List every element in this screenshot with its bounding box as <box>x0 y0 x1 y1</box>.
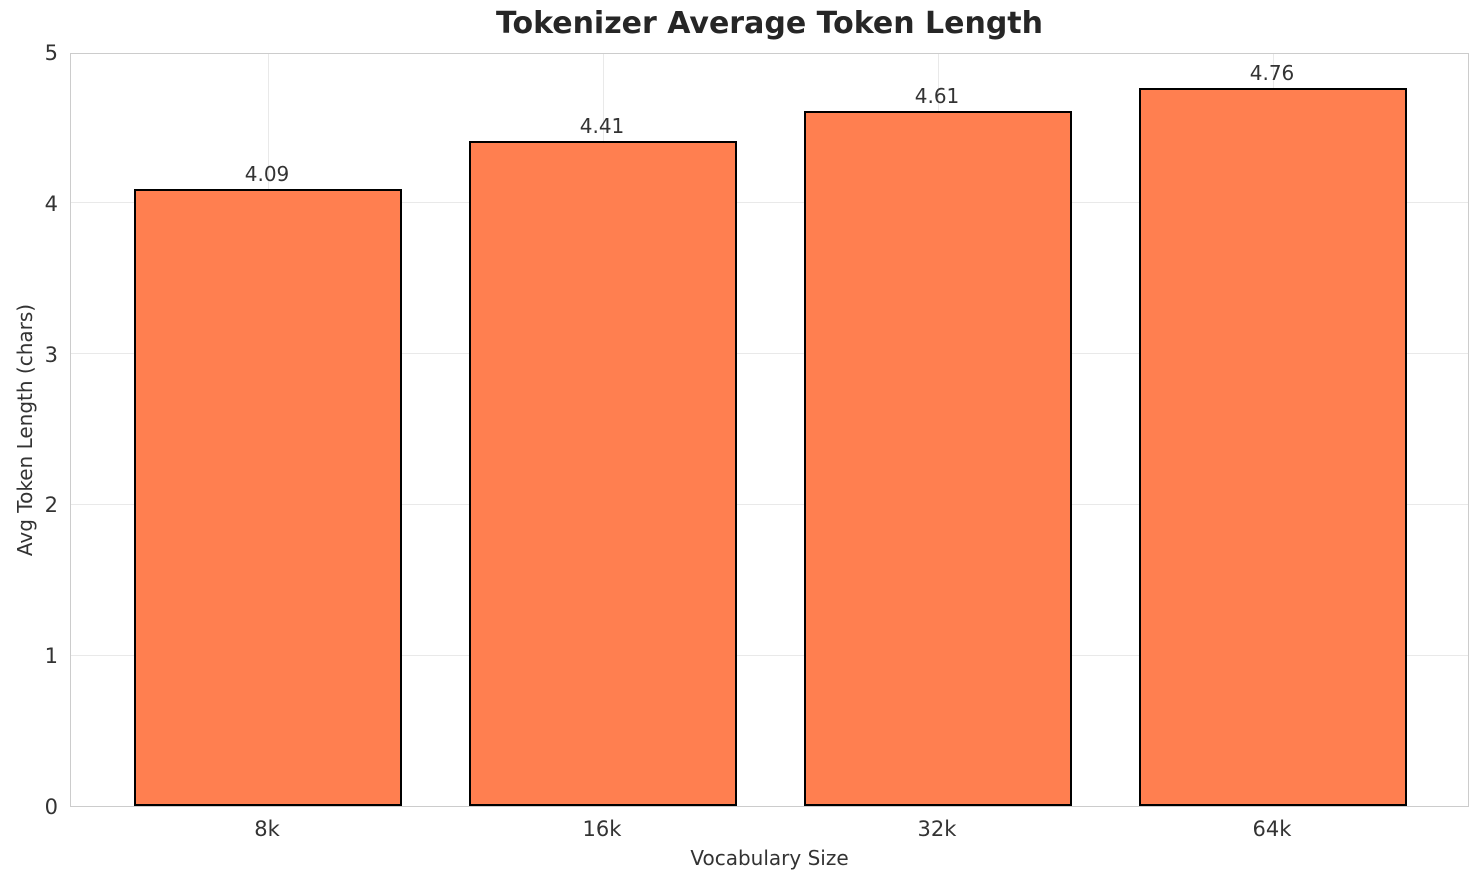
x-tick-label: 32k <box>917 817 957 841</box>
chart-title: Tokenizer Average Token Length <box>495 6 1043 41</box>
bar-value-label: 4.41 <box>579 113 625 138</box>
horizontal-gridline <box>71 503 1468 505</box>
x-tick-label: 16k <box>582 817 622 841</box>
bar-value-label: 4.61 <box>914 83 960 108</box>
y-tick-label: 0 <box>44 795 58 819</box>
y-tick-label: 5 <box>44 41 58 65</box>
x-tick-label: 8k <box>254 817 280 841</box>
plot-area <box>70 53 1469 807</box>
y-tick-label: 4 <box>44 191 58 216</box>
x-axis-label: Vocabulary Size <box>690 846 849 870</box>
horizontal-gridline <box>71 353 1468 355</box>
bar-value-label: 4.76 <box>1249 61 1295 86</box>
horizontal-gridline <box>71 654 1468 656</box>
bar-8k <box>134 189 402 806</box>
bar-value-label: 4.09 <box>244 162 290 187</box>
x-tick-label: 64k <box>1252 817 1292 841</box>
bar-32k <box>804 110 1072 806</box>
bar-16k <box>469 140 737 806</box>
y-tick-label: 1 <box>44 644 58 669</box>
bar-64k <box>1139 88 1407 806</box>
y-tick-label: 2 <box>44 493 58 518</box>
y-tick-label: 3 <box>44 342 58 367</box>
horizontal-gridline <box>71 202 1468 204</box>
